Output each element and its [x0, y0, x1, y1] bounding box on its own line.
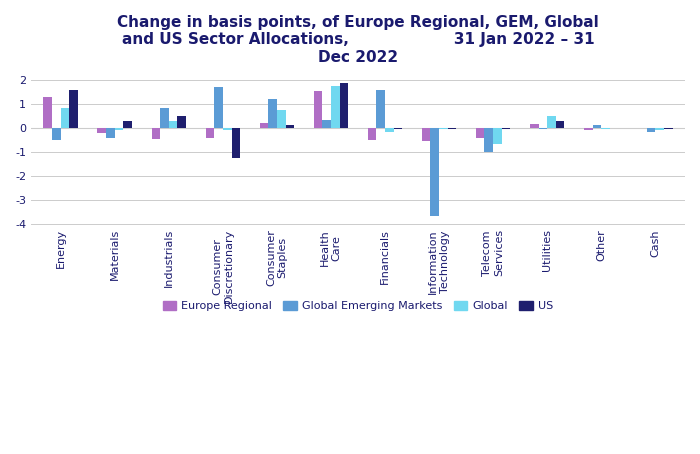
- Bar: [368, 128, 377, 140]
- Bar: [502, 128, 510, 129]
- Title: Change in basis points, of Europe Regional, GEM, Global
and US Sector Allocation: Change in basis points, of Europe Region…: [117, 15, 599, 65]
- Bar: [268, 99, 277, 128]
- Bar: [547, 116, 556, 128]
- Bar: [277, 110, 286, 128]
- Bar: [430, 128, 439, 216]
- Bar: [476, 128, 484, 138]
- Bar: [115, 128, 123, 130]
- Bar: [322, 120, 331, 128]
- Bar: [647, 128, 655, 132]
- Bar: [214, 87, 223, 128]
- Bar: [314, 91, 322, 128]
- Bar: [601, 128, 610, 129]
- Bar: [52, 128, 61, 140]
- Bar: [123, 121, 132, 128]
- Bar: [530, 124, 538, 128]
- Bar: [61, 108, 69, 128]
- Bar: [286, 125, 294, 128]
- Bar: [160, 108, 169, 128]
- Bar: [69, 90, 78, 128]
- Bar: [377, 90, 385, 128]
- Bar: [43, 97, 52, 128]
- Bar: [97, 128, 106, 133]
- Bar: [232, 128, 240, 158]
- Bar: [655, 128, 664, 130]
- Bar: [493, 128, 502, 143]
- Bar: [178, 116, 186, 128]
- Bar: [151, 128, 160, 139]
- Legend: Europe Regional, Global Emerging Markets, Global, US: Europe Regional, Global Emerging Markets…: [158, 296, 558, 316]
- Bar: [484, 128, 493, 152]
- Bar: [206, 128, 214, 138]
- Bar: [664, 128, 673, 129]
- Bar: [538, 128, 547, 129]
- Bar: [106, 128, 115, 138]
- Bar: [593, 125, 601, 128]
- Bar: [331, 86, 340, 128]
- Bar: [340, 83, 349, 128]
- Bar: [169, 121, 178, 128]
- Bar: [422, 128, 430, 141]
- Bar: [584, 128, 593, 130]
- Bar: [556, 121, 564, 128]
- Bar: [448, 128, 456, 129]
- Bar: [393, 128, 402, 129]
- Bar: [439, 128, 448, 129]
- Bar: [385, 128, 393, 132]
- Bar: [223, 128, 232, 130]
- Bar: [260, 123, 268, 128]
